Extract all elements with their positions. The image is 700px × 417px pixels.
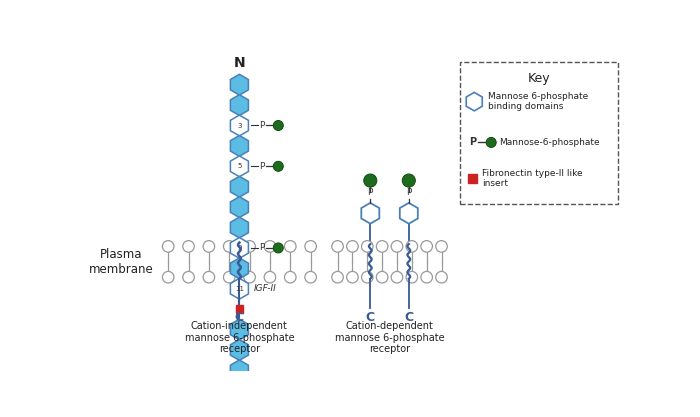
Circle shape [346, 241, 358, 252]
Circle shape [223, 271, 235, 283]
Circle shape [244, 241, 256, 252]
Text: 5: 5 [237, 163, 241, 169]
Circle shape [421, 241, 433, 252]
Circle shape [183, 241, 195, 252]
Polygon shape [466, 93, 482, 111]
Text: Mannose-6-phosphate: Mannose-6-phosphate [499, 138, 599, 147]
Circle shape [305, 241, 316, 252]
Circle shape [273, 121, 284, 131]
Circle shape [391, 271, 402, 283]
Circle shape [203, 271, 215, 283]
Circle shape [203, 241, 215, 252]
Text: Key: Key [528, 72, 551, 85]
Text: P: P [259, 162, 264, 171]
Text: Cation-dependent
mannose 6-phosphate
receptor: Cation-dependent mannose 6-phosphate rec… [335, 321, 444, 354]
Text: P: P [259, 244, 264, 252]
Text: Plasma
membrane: Plasma membrane [89, 248, 154, 276]
Polygon shape [230, 217, 248, 238]
Polygon shape [230, 136, 248, 156]
Polygon shape [230, 258, 248, 279]
Circle shape [273, 161, 284, 171]
Circle shape [361, 241, 373, 252]
Circle shape [346, 271, 358, 283]
Circle shape [421, 271, 433, 283]
Circle shape [284, 241, 296, 252]
Text: IGF-II: IGF-II [253, 284, 276, 293]
Text: Mannose 6-phosphate
binding domains: Mannose 6-phosphate binding domains [488, 92, 589, 111]
Text: Fibronectin type-II like
insert: Fibronectin type-II like insert [482, 169, 582, 188]
Text: 9: 9 [237, 245, 241, 251]
Circle shape [391, 241, 402, 252]
Circle shape [223, 241, 235, 252]
Polygon shape [230, 339, 248, 360]
Circle shape [264, 241, 276, 252]
Circle shape [284, 271, 296, 283]
Circle shape [183, 271, 195, 283]
Circle shape [361, 271, 373, 283]
Polygon shape [230, 319, 248, 340]
Circle shape [332, 271, 344, 283]
Polygon shape [230, 95, 248, 116]
Text: 3: 3 [237, 123, 241, 128]
Text: N: N [234, 56, 245, 70]
Text: P: P [406, 188, 412, 198]
Circle shape [305, 271, 316, 283]
Polygon shape [230, 115, 248, 136]
Polygon shape [230, 176, 248, 197]
Text: Cation-independent
mannose 6-phosphate
receptor: Cation-independent mannose 6-phosphate r… [185, 321, 294, 354]
Text: C: C [234, 311, 244, 324]
Polygon shape [361, 203, 379, 224]
Circle shape [162, 241, 174, 252]
Circle shape [332, 241, 344, 252]
Circle shape [406, 241, 418, 252]
Polygon shape [230, 278, 248, 299]
FancyBboxPatch shape [461, 62, 618, 204]
Text: C: C [404, 311, 414, 324]
Text: P: P [469, 138, 476, 148]
Circle shape [264, 271, 276, 283]
Circle shape [486, 138, 496, 148]
Circle shape [364, 174, 377, 187]
Circle shape [406, 271, 418, 283]
Circle shape [435, 241, 447, 252]
Circle shape [273, 243, 284, 253]
Polygon shape [230, 74, 248, 95]
Text: 11: 11 [235, 286, 244, 292]
Text: P: P [368, 188, 373, 198]
Bar [468, 174, 477, 183]
Circle shape [377, 241, 388, 252]
Text: C: C [365, 311, 375, 324]
Circle shape [162, 271, 174, 283]
Circle shape [244, 271, 256, 283]
Text: P: P [259, 121, 264, 130]
Polygon shape [230, 197, 248, 218]
Circle shape [402, 174, 415, 187]
Polygon shape [230, 238, 248, 258]
Bar [235, 305, 244, 313]
Circle shape [435, 271, 447, 283]
Circle shape [377, 271, 388, 283]
Polygon shape [400, 203, 418, 224]
Polygon shape [230, 360, 248, 381]
Polygon shape [230, 156, 248, 177]
